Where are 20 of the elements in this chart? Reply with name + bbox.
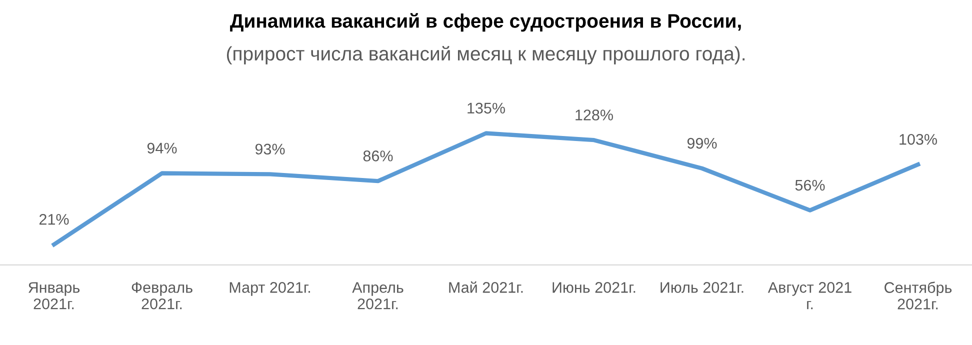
chart-subtitle: (прирост числа вакансий месяц к месяцу прошлого года).	[226, 46, 745, 64]
x-tick-label: Февраль 2021г.	[132, 282, 192, 310]
x-tick-label: Июнь 2021г.	[552, 282, 636, 293]
data-label: 94%	[147, 142, 177, 154]
x-tick-label: Январь 2021г.	[28, 282, 80, 310]
data-label: 21%	[39, 214, 69, 225]
x-tick-label: Май 2021г.	[449, 281, 523, 293]
data-label: 56%	[795, 180, 825, 191]
data-label: 128%	[576, 110, 613, 120]
chart-title: Динамика вакансий в сфере судостроения в России,	[230, 13, 741, 32]
x-tick-label: Июль 2021г.	[660, 282, 744, 293]
x-tick-label: Сентябрь 2021г.	[884, 282, 952, 310]
x-tick-label: Август 2021 г.	[768, 282, 852, 310]
data-label: 135%	[468, 102, 505, 114]
data-label: 103%	[900, 134, 937, 145]
data-label: 93%	[255, 144, 285, 155]
data-label: 86%	[363, 150, 393, 162]
x-tick-label: Апрель 2021г.	[352, 282, 404, 310]
data-label: 99%	[687, 138, 717, 149]
x-tick-label: Март 2021г.	[230, 282, 310, 296]
